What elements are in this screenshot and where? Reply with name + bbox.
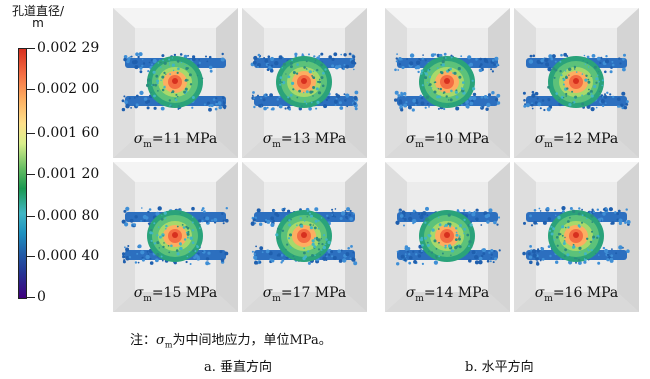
simulation-panel: σm=10 MPa <box>385 8 510 158</box>
panel-caption: σm=17 MPa <box>262 285 347 304</box>
legend-tick <box>27 216 35 217</box>
legend-title-line1: 孔道直径/ <box>11 4 65 18</box>
simulation-panel: σm=17 MPa <box>242 162 367 312</box>
legend-tick <box>27 48 35 49</box>
legend-tick-label: 0 <box>37 289 46 305</box>
legend-tick-label: 0.001 60 <box>37 125 100 141</box>
legend-tick <box>27 89 35 90</box>
simulation-panel: σm=11 MPa <box>113 8 238 158</box>
legend-tick-label: 0.002 00 <box>37 81 100 97</box>
legend-tick <box>27 256 35 257</box>
group-label-b: b. 水平方向 <box>465 360 534 375</box>
panel-caption: σm=12 MPa <box>534 131 619 150</box>
simulation-panel: σm=13 MPa <box>242 8 367 158</box>
simulation-panel: σm=16 MPa <box>514 162 639 312</box>
pore-network-image <box>385 8 510 158</box>
pore-network-image <box>514 8 639 158</box>
legend-title: 孔道直径/ m <box>6 5 70 29</box>
legend-tick-label: 0.001 20 <box>37 166 100 182</box>
pore-network-image <box>242 8 367 158</box>
group-label-a: a. 垂直方向 <box>204 360 273 375</box>
legend-tick-label: 0.000 40 <box>37 248 100 264</box>
figure-note: 注：σm为中间地应力，单位MPa。 <box>130 333 332 350</box>
legend-title-line2: m <box>32 16 44 30</box>
legend-tick <box>27 174 35 175</box>
pore-network-image <box>242 162 367 312</box>
pore-network-image <box>385 162 510 312</box>
pore-network-image <box>113 8 238 158</box>
panel-caption: σm=11 MPa <box>133 131 218 150</box>
legend-tick <box>27 297 35 298</box>
simulation-panel: σm=15 MPa <box>113 162 238 312</box>
simulation-panel: σm=14 MPa <box>385 162 510 312</box>
pore-network-image <box>113 162 238 312</box>
panel-caption: σm=10 MPa <box>405 131 490 150</box>
simulation-panel: σm=12 MPa <box>514 8 639 158</box>
panel-caption: σm=16 MPa <box>534 285 619 304</box>
legend-tick <box>27 133 35 134</box>
panel-caption: σm=13 MPa <box>262 131 347 150</box>
panel-caption: σm=15 MPa <box>133 285 218 304</box>
colorbar <box>18 48 27 299</box>
legend-tick-label: 0.000 80 <box>37 208 100 224</box>
legend-tick-label: 0.002 29 <box>37 40 100 56</box>
panel-caption: σm=14 MPa <box>405 285 490 304</box>
pore-network-image <box>514 162 639 312</box>
